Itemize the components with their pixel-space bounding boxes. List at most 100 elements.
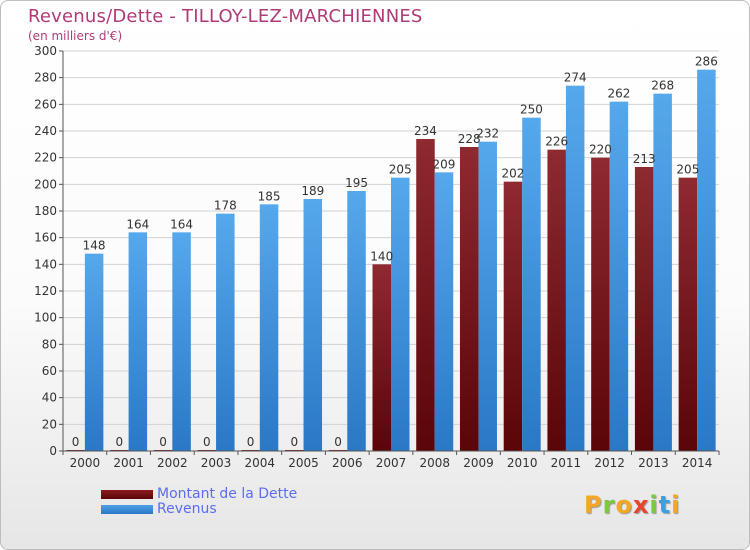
bar-revenus [303, 199, 323, 451]
x-tick-label: 2003 [201, 456, 232, 470]
x-tick-label: 2002 [157, 456, 188, 470]
x-axis: 2000 2001 2002 2003 2004 2005 2006 2007 2008 2009… [62, 450, 720, 470]
y-tick-label: 300 [34, 44, 57, 58]
legend-swatch-revenus [101, 505, 153, 514]
bar-revenus [697, 69, 716, 452]
data-label: 268 [651, 79, 674, 93]
data-label: 213 [633, 152, 656, 166]
bar-revenus [84, 253, 104, 451]
bar-revenus [172, 232, 191, 451]
y-tick-label: 60 [42, 364, 57, 378]
logo-letter: i [671, 491, 681, 519]
data-label: 209 [433, 157, 456, 171]
data-label: 202 [501, 167, 524, 181]
data-label: 195 [345, 176, 368, 190]
x-tick-label: 2011 [551, 456, 582, 470]
x-tick-label: 2007 [376, 456, 407, 470]
y-tick-label: 280 [34, 71, 57, 85]
bars [66, 69, 716, 452]
y-tick-label: 240 [34, 124, 57, 138]
data-label: 232 [476, 127, 499, 141]
bar-dette [547, 149, 566, 451]
data-label: 0 [116, 435, 124, 449]
x-tick-label: 2008 [419, 456, 450, 470]
y-axis: 0 20 40 60 80 100 120 140 160 180 200 220 240 260 280 3… [34, 44, 64, 458]
data-label: 0 [159, 435, 167, 449]
bar-revenus [259, 204, 279, 451]
data-label: 234 [414, 124, 437, 138]
bar-revenus [347, 191, 366, 451]
x-tick-label: 2001 [113, 456, 144, 470]
y-tick-label: 160 [34, 231, 57, 245]
x-tick-label: 2010 [507, 456, 538, 470]
proxiti-logo: Proxiti [584, 491, 680, 519]
chart-title: Revenus/Dette - TILLOY-LEZ-MARCHIENNES [28, 6, 423, 27]
x-tick-label: 2014 [682, 456, 713, 470]
data-labels: 0 148 0 164 0 164 0 178 0 185 0 189 0 195 140 205 234 209… [72, 55, 718, 449]
x-tick-label: 2005 [288, 456, 319, 470]
x-tick-label: 2000 [70, 456, 101, 470]
logo-letter: i [649, 491, 659, 519]
y-tick-label: 80 [42, 337, 57, 351]
bar-revenus [478, 141, 497, 451]
data-label: 205 [676, 163, 699, 177]
data-label: 250 [520, 103, 543, 117]
data-label: 226 [545, 135, 568, 149]
bar-revenus [128, 232, 148, 451]
data-label: 286 [695, 55, 718, 69]
logo-letter: r [602, 491, 616, 519]
bar-revenus [391, 177, 410, 451]
y-tick-label: 220 [34, 151, 57, 165]
legend-label-dette: Montant de la Dette [157, 486, 298, 502]
data-label: 140 [370, 249, 393, 263]
logo-letter: x [632, 491, 650, 519]
y-tick-label: 200 [34, 177, 57, 191]
data-label: 148 [83, 239, 106, 253]
logo-letter: P [584, 491, 603, 519]
data-label: 0 [334, 435, 342, 449]
y-tick-label: 140 [34, 257, 57, 271]
data-label: 228 [458, 132, 481, 146]
chart-subtitle: (en milliers d'€) [28, 29, 123, 43]
x-tick-label: 2006 [332, 456, 363, 470]
data-label: 0 [203, 435, 211, 449]
logo-letter: t [658, 491, 672, 519]
bar-revenus [522, 117, 541, 452]
y-tick-label: 0 [49, 444, 57, 458]
y-tick-label: 20 [42, 417, 57, 431]
data-label: 164 [170, 217, 193, 231]
bar-dette [678, 177, 698, 451]
legend-label-revenus: Revenus [157, 501, 217, 517]
data-label: 220 [589, 143, 612, 157]
data-label: 178 [214, 199, 237, 213]
bar-dette [416, 139, 435, 451]
y-tick-label: 100 [34, 311, 57, 325]
data-label: 0 [247, 435, 255, 449]
bar-dette [459, 147, 479, 451]
y-tick-label: 180 [34, 204, 57, 218]
data-label: 0 [290, 435, 298, 449]
data-label: 185 [258, 189, 281, 203]
bar-dette [372, 264, 391, 451]
x-tick-label: 2004 [245, 456, 276, 470]
y-tick-label: 260 [34, 97, 57, 111]
bar-revenus [609, 101, 629, 452]
bar-revenus [216, 213, 235, 451]
data-label: 274 [564, 71, 587, 85]
bar-revenus [565, 85, 585, 452]
y-tick-label: 120 [34, 284, 57, 298]
bar-dette [503, 181, 523, 451]
bar-dette [591, 157, 610, 451]
data-label: 262 [607, 87, 630, 101]
data-label: 189 [301, 184, 324, 198]
data-label: 205 [389, 163, 412, 177]
x-tick-label: 2009 [463, 456, 494, 470]
logo-letter: o [615, 491, 633, 519]
data-label: 164 [126, 217, 149, 231]
data-label: 0 [72, 435, 80, 449]
bar-revenus [434, 172, 454, 452]
bar-revenus [653, 93, 672, 452]
y-tick-label: 40 [42, 391, 57, 405]
